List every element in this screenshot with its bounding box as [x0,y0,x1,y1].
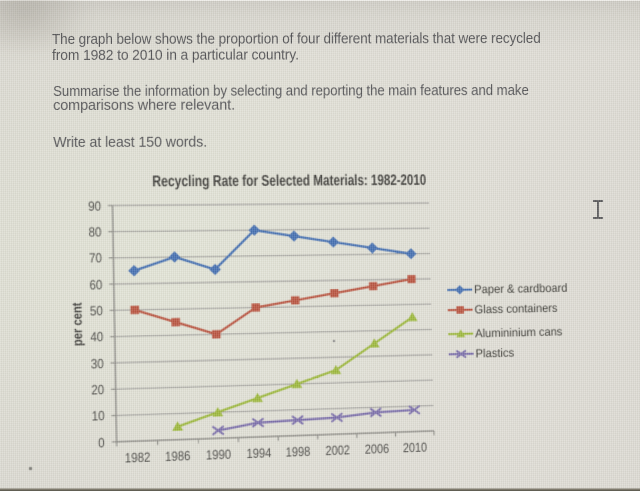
gridline [113,254,430,258]
x-tick-label: 1994 [246,445,272,462]
legend-swatch-diamond [448,284,473,296]
marker-square [407,275,416,284]
y-tick-label: 40 [89,329,103,345]
x-tick-label: 2006 [364,441,389,457]
x-tick-label: 1986 [165,448,191,465]
legend-item: Glass containers [448,301,562,317]
marker-square [171,317,181,327]
y-tick-label: 80 [87,224,102,240]
gridline [116,380,433,389]
y-tick-label: 20 [90,381,104,398]
y-tick-label: 70 [88,250,102,266]
y-tick-label: 10 [91,408,105,424]
y-tick-label: 50 [89,303,103,319]
gridline [115,355,432,363]
marker-square [456,306,465,314]
marker-diamond [327,236,340,248]
marker-square [130,305,140,315]
legend-label: Paper & cardboard [474,281,568,297]
series-line [218,410,415,431]
y-tick-label: 90 [87,198,101,214]
x-axis-line [116,431,434,442]
legend-item: Paper & cardboard [448,281,573,297]
legend-label: Glass containers [474,301,558,317]
y-axis-title: per cent [69,302,86,346]
marker-diamond [405,248,417,260]
marker-diamond [168,251,181,263]
legend-item: Alumininium cans [449,324,568,341]
legend-swatch-triangle [449,328,474,340]
y-tick-label: 30 [90,355,104,371]
marker-square [330,289,339,298]
x-tick-label: 1990 [205,447,232,463]
legend-swatch-square [448,304,473,316]
marker-diamond [288,230,300,242]
x-tick-label: 2002 [325,442,350,459]
y-tick-label: 60 [88,276,102,292]
gridline [116,406,433,416]
y-axis-line [113,206,117,442]
legend-swatch-x-cross [449,348,474,360]
chart-title: Recycling Rate for Selected Materials: 1… [151,172,426,191]
x-tick-label: 1982 [124,449,151,466]
x-tick-label: 2010 [403,440,428,456]
legend-item: Plastics [449,346,517,361]
marker-square [368,281,378,291]
marker-square [251,303,261,312]
gridline [113,228,430,231]
marker-triangle [407,311,418,322]
marker-square [211,330,221,339]
marker-square [290,296,300,305]
marker-diamond [128,264,141,277]
marker-diamond [455,284,465,295]
series-plastics [213,406,420,434]
x-tick-label: 1998 [285,444,311,460]
marker-diamond [366,242,379,254]
gridline [113,203,430,205]
y-tick-label: 0 [97,434,105,450]
legend-label: Plastics [475,346,515,361]
legend-label: Alumininium cans [475,324,563,341]
